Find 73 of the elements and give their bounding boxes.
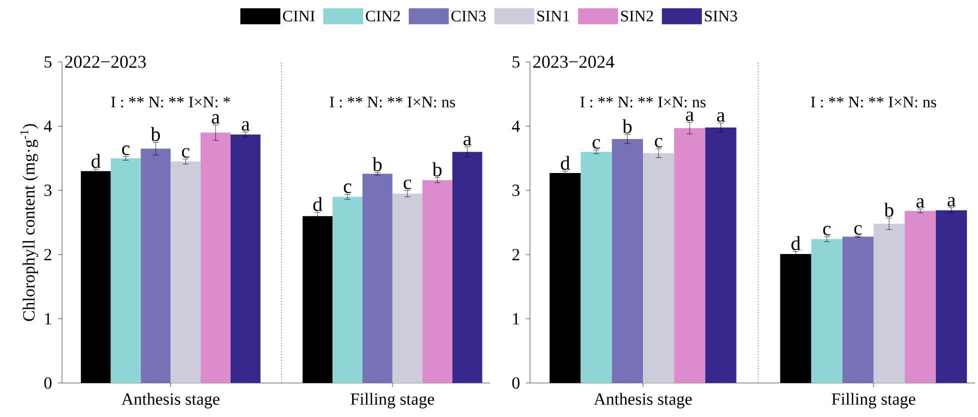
y-tick-label: 4 (512, 120, 520, 132)
annotation: c (654, 138, 662, 148)
annotation: a (948, 196, 956, 207)
annotation: I : ** N: ** I×N: ns (580, 96, 706, 108)
y-tick-label: 5 (512, 56, 520, 68)
y-tick-label: 3 (44, 184, 52, 196)
annotation: d (791, 236, 800, 250)
y-tick-label: 2 (512, 248, 520, 260)
chart-title: 2023−2024 (533, 56, 614, 68)
x-tick-label: Anthesis stage (594, 392, 692, 408)
annotation: I : ** N: ** I×N: ns (810, 96, 936, 108)
annotation: d (313, 196, 322, 212)
annotation: a (242, 121, 250, 131)
x-tick-label: Filling stage (832, 392, 916, 408)
y-tick-label: 1 (45, 313, 52, 324)
annotation: a (464, 136, 472, 146)
annotation: b (432, 162, 442, 176)
y-tick-label: 0 (512, 377, 520, 389)
annotation: a (212, 114, 220, 124)
bar (332, 196, 362, 383)
annotation: c (182, 148, 190, 158)
legend-label: CIN3 (451, 10, 486, 22)
legend-label: SIN3 (704, 10, 738, 22)
chart-title: 2022−2023 (65, 56, 146, 68)
bar (140, 148, 171, 383)
annotation: d (560, 156, 570, 170)
bar (642, 153, 674, 383)
bar (110, 158, 141, 383)
annotation: a (717, 112, 725, 122)
annotation: b (372, 157, 382, 172)
annotation: I : ** N: ** I×N: * (111, 96, 230, 108)
annotation: b (622, 119, 632, 134)
bar (612, 139, 643, 383)
annotation: a (686, 112, 694, 122)
bar (452, 152, 482, 383)
annotation: d (92, 154, 101, 168)
y-tick-label: 1 (513, 313, 520, 324)
legend-label: CINI (282, 10, 315, 22)
annotation: b (150, 126, 160, 142)
y-tick-label: 3 (512, 184, 520, 196)
y-tick-label: 4 (44, 120, 52, 132)
bar (874, 224, 905, 383)
bar (230, 134, 260, 383)
annotation: c (404, 180, 412, 190)
annotation: a (916, 198, 924, 208)
annotation: I : ** N: ** I×N: ns (330, 96, 456, 108)
legend-label: SIN2 (621, 10, 653, 22)
y-axis-title: Chlorophyll content (mg·g$^{-1}$) (20, 124, 38, 321)
bar (580, 152, 612, 383)
bar (705, 127, 736, 383)
y-tick-label: 2 (44, 248, 52, 260)
bar (674, 128, 706, 383)
legend-label: CIN2 (366, 10, 400, 22)
bar (842, 236, 874, 383)
bar (392, 194, 422, 383)
bar (362, 174, 392, 383)
y-tick-label: 0 (44, 377, 52, 389)
bar (170, 162, 201, 383)
annotation: c (122, 146, 130, 156)
bar (811, 239, 842, 383)
bar (904, 210, 936, 383)
annotation: c (823, 226, 831, 236)
bar (200, 132, 231, 383)
annotation: c (592, 139, 600, 149)
annotation: c (344, 183, 352, 194)
legend-label: SIN1 (537, 10, 570, 22)
y-tick-label: 5 (44, 56, 52, 68)
x-tick-label: Anthesis stage (122, 392, 220, 408)
annotation: c (854, 225, 862, 235)
x-tick-label: Filling stage (350, 392, 434, 408)
bar (422, 180, 452, 383)
annotation: b (884, 202, 894, 217)
bar (936, 210, 967, 383)
